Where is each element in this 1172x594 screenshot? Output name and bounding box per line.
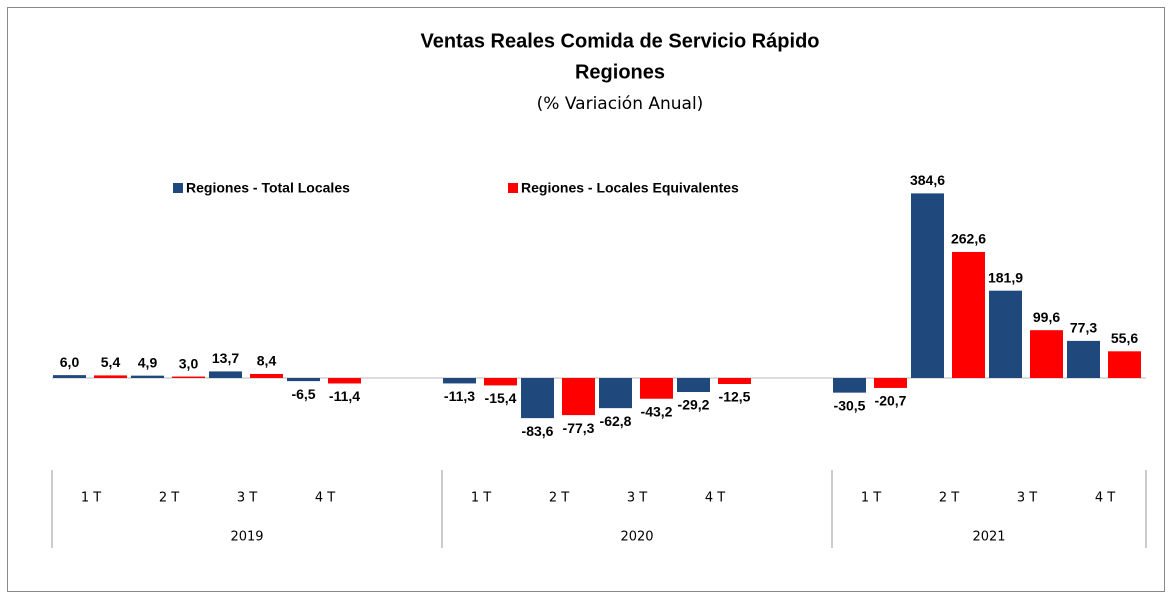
data-label: -43,2 [641, 403, 673, 419]
x-tick-label: 4 T [705, 491, 725, 506]
data-label: 6,0 [60, 354, 80, 370]
bar [640, 378, 673, 399]
x-group-label: 2020 [620, 530, 653, 545]
chart-note: (% Variación Anual) [537, 94, 704, 114]
bar [677, 378, 710, 393]
bar [1030, 330, 1063, 378]
bar [952, 251, 985, 378]
bar [287, 378, 320, 382]
x-tick-label: 2 T [939, 491, 959, 506]
bar [53, 375, 86, 378]
data-label: 77,3 [1070, 320, 1097, 336]
data-label: 384,6 [910, 172, 945, 188]
data-label: -15,4 [485, 390, 517, 406]
x-tick-label: 3 T [627, 491, 647, 506]
bar [989, 290, 1022, 378]
x-tick-label: 1 T [81, 491, 101, 506]
bar [1067, 340, 1100, 378]
x-tick-label: 2 T [549, 491, 569, 506]
bar [874, 378, 907, 388]
bar [172, 376, 205, 378]
data-label: 4,9 [138, 354, 158, 370]
data-label: 3,0 [179, 355, 199, 371]
x-tick-label: 1 T [471, 491, 491, 506]
chart-frame [7, 7, 1165, 592]
data-label: -83,6 [522, 423, 554, 439]
bar [443, 378, 476, 384]
x-group-label: 2019 [230, 530, 263, 545]
data-label: 5,4 [101, 354, 121, 370]
x-tick-label: 1 T [861, 491, 881, 506]
legend-label: Regiones - Locales Equivalentes [521, 180, 739, 196]
bar [833, 378, 866, 393]
x-tick-label: 4 T [315, 491, 335, 506]
data-label: -12,5 [719, 389, 751, 405]
x-tick-label: 3 T [237, 491, 257, 506]
legend-swatch [508, 183, 518, 193]
data-label: -11,3 [444, 388, 475, 404]
x-tick-label: 3 T [1017, 491, 1037, 506]
data-label: -6,5 [291, 386, 315, 402]
data-label: -11,4 [329, 388, 360, 404]
bar [562, 378, 595, 416]
data-label: -30,5 [834, 397, 866, 413]
data-label: -77,3 [563, 420, 595, 436]
data-label: 8,4 [257, 353, 277, 369]
bar [718, 378, 751, 384]
bar [484, 378, 517, 386]
legend-swatch [173, 183, 183, 193]
chart-subtitle: Regiones [575, 61, 665, 83]
bar [250, 373, 283, 378]
bar [94, 375, 127, 378]
bar [328, 378, 361, 384]
x-group-label: 2021 [972, 530, 1005, 545]
bar [599, 378, 632, 409]
bar [521, 378, 554, 419]
data-label: 13,7 [212, 350, 239, 366]
data-label: 55,6 [1111, 330, 1138, 346]
data-label: -62,8 [600, 413, 632, 429]
chart-title: Ventas Reales Comida de Servicio Rápido [420, 30, 819, 52]
bar [911, 193, 944, 378]
x-tick-label: 4 T [1095, 491, 1115, 506]
data-label: 181,9 [988, 269, 1023, 285]
bar [1108, 351, 1141, 378]
data-label: -29,2 [678, 397, 710, 413]
data-label: 99,6 [1033, 309, 1060, 325]
legend-label: Regiones - Total Locales [186, 180, 350, 196]
x-tick-label: 2 T [159, 491, 179, 506]
data-label: -20,7 [875, 393, 907, 409]
bar [209, 371, 242, 378]
bar [131, 375, 164, 378]
data-label: 262,6 [951, 231, 986, 247]
